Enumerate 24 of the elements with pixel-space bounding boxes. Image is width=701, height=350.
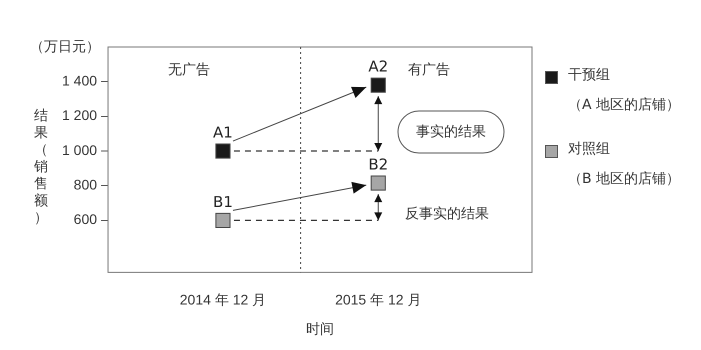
legend-label: 对照组（B 地区的店铺） <box>568 140 680 189</box>
point <box>215 143 231 159</box>
y-tick-label: 1 400 <box>62 72 98 89</box>
point <box>370 176 386 191</box>
data-label: B2 <box>368 156 388 174</box>
point <box>370 78 386 93</box>
legend-label: 干预组（A 地区的店铺） <box>568 66 680 115</box>
y-axis-title: 结果（销售额） <box>33 108 49 227</box>
annotation: 无广告 <box>168 61 210 79</box>
text: （万日元） <box>30 38 100 56</box>
y-tick-label: 800 <box>74 176 98 193</box>
y-tick-label: 600 <box>74 211 98 228</box>
x-axis-title: 时间 <box>306 320 334 336</box>
data-label: A2 <box>368 58 388 76</box>
y-tick-label: 1 200 <box>62 107 98 124</box>
annotation: 事实的结果 <box>416 123 486 141</box>
data-label: B1 <box>213 192 233 211</box>
data-label: A1 <box>213 123 233 142</box>
x-tick-label: 2014 年 12 月 <box>180 292 266 308</box>
y-tick-label: 1 000 <box>62 142 98 158</box>
annotation: 反事实的结果 <box>405 205 489 223</box>
x-tick-label: 2015 年 12 月 <box>335 292 422 308</box>
annotation: 有广告 <box>408 61 450 79</box>
point <box>215 212 231 228</box>
